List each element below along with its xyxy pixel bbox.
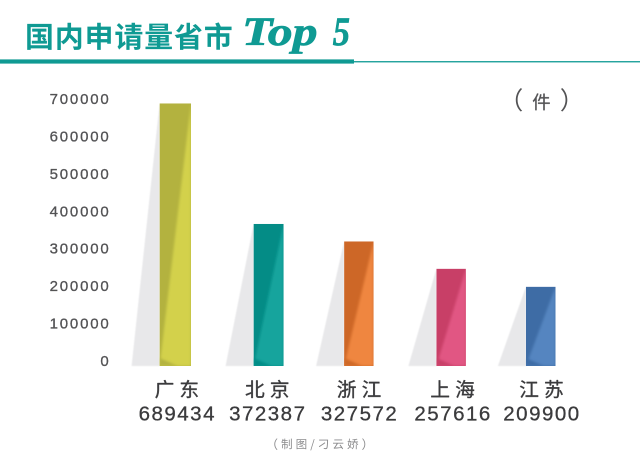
svg-text:689434: 689434 — [139, 403, 216, 426]
svg-text:300000: 300000 — [50, 241, 111, 258]
svg-text:257616: 257616 — [414, 403, 491, 426]
svg-text:5: 5 — [333, 9, 350, 54]
svg-text:400000: 400000 — [50, 203, 111, 220]
svg-text:Top: Top — [242, 9, 318, 54]
svg-text:372387: 372387 — [229, 403, 306, 426]
svg-text:500000: 500000 — [50, 166, 111, 183]
svg-text:209900: 209900 — [503, 403, 580, 426]
svg-text:700000: 700000 — [50, 91, 111, 108]
svg-text:200000: 200000 — [50, 278, 111, 295]
svg-text:100000: 100000 — [50, 316, 111, 333]
svg-text:0: 0 — [100, 353, 110, 370]
svg-text:327572: 327572 — [321, 403, 398, 426]
svg-text:600000: 600000 — [50, 128, 111, 145]
